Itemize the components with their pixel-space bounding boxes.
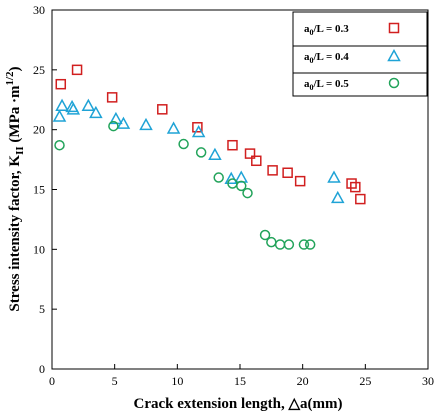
x-tick-label: 25: [359, 374, 371, 388]
legend-box: [292, 11, 428, 97]
triangle-point: [52, 109, 67, 122]
x-tick-label: 20: [297, 374, 309, 388]
y-tick-label: 30: [33, 3, 45, 17]
triangle-point: [55, 98, 69, 111]
y-axis-title-main: Stress intensity factor, K: [7, 155, 23, 312]
x-tick-label: 5: [112, 374, 118, 388]
triangle-point: [81, 98, 96, 111]
triangle-point: [139, 117, 153, 131]
circle-point: [298, 239, 310, 250]
legend-marker-square: [388, 22, 400, 34]
square-point: [106, 92, 118, 103]
x-tick-label: 10: [171, 374, 183, 388]
y-tick-label: 20: [33, 123, 45, 137]
legend-label: a0/L = 0.5: [304, 78, 349, 92]
triangle-point: [208, 147, 222, 161]
y-axis-title-subscript: II: [14, 146, 26, 155]
triangle-point: [234, 170, 249, 183]
square-point: [157, 104, 168, 115]
circle-point: [54, 139, 65, 151]
triangle-point: [224, 171, 238, 184]
triangle-point: [89, 105, 103, 119]
circle-point: [213, 172, 224, 183]
y-tick-label: 0: [39, 362, 45, 376]
y-tick-label: 5: [39, 302, 45, 316]
square-point: [294, 175, 306, 187]
square-point: [350, 181, 361, 193]
legend-label: a0/L = 0.4: [304, 51, 349, 65]
y-tick-label: 15: [33, 183, 45, 197]
x-axis-title: Crack extension length, △a(mm): [133, 396, 342, 412]
triangle-point: [166, 121, 181, 134]
circle-point: [236, 180, 247, 192]
square-point: [227, 139, 238, 151]
data-marks: [52, 64, 366, 250]
y-axis-title-unit-superscript: 1/2: [4, 71, 16, 86]
legend-marker-circle: [388, 77, 400, 89]
legend-marker-triangle: [387, 48, 401, 62]
y-axis-title-unit-close: ): [7, 66, 23, 71]
y-tick-label: 25: [33, 63, 45, 77]
square-point: [71, 64, 83, 76]
series-1: [52, 98, 345, 204]
y-tick-label: 10: [33, 242, 45, 256]
y-axis-title-unit: (MPa ·m: [7, 85, 23, 146]
square-point: [267, 165, 278, 176]
circle-point: [274, 239, 286, 250]
circle-point: [283, 239, 295, 250]
triangle-point: [109, 111, 123, 125]
x-tick-label: 0: [49, 374, 55, 388]
circle-point: [304, 239, 316, 250]
triangle-point: [191, 125, 206, 138]
series-2: [54, 120, 316, 250]
circle-point: [266, 236, 277, 248]
square-point: [55, 78, 67, 90]
circle-point: [242, 187, 253, 199]
circle-point: [195, 147, 207, 158]
triangle-point: [330, 190, 345, 204]
square-point: [282, 167, 293, 178]
square-point: [244, 148, 256, 159]
legend: a0/L = 0.3 a0/L = 0.4 a0/L = 0.5: [292, 11, 428, 97]
circle-point: [108, 120, 119, 132]
series-0: [55, 64, 366, 205]
x-tick-label: 30: [422, 374, 434, 388]
square-point: [251, 155, 262, 167]
triangle-point: [66, 102, 81, 115]
y-axis-title: Stress intensity factor, KII (MPa ·m1/2): [4, 66, 26, 311]
x-tick-label: 15: [234, 374, 246, 388]
triangle-point: [116, 116, 131, 129]
legend-label: a0/L = 0.3: [304, 23, 349, 37]
circle-point: [259, 229, 271, 241]
circle-point: [178, 138, 189, 150]
plot-area: 0 5 10 15 20 25 30 0 5 10 15 20 25 30: [33, 3, 434, 388]
square-point: [355, 193, 366, 205]
square-point: [192, 122, 203, 133]
triangle-point: [327, 170, 341, 183]
